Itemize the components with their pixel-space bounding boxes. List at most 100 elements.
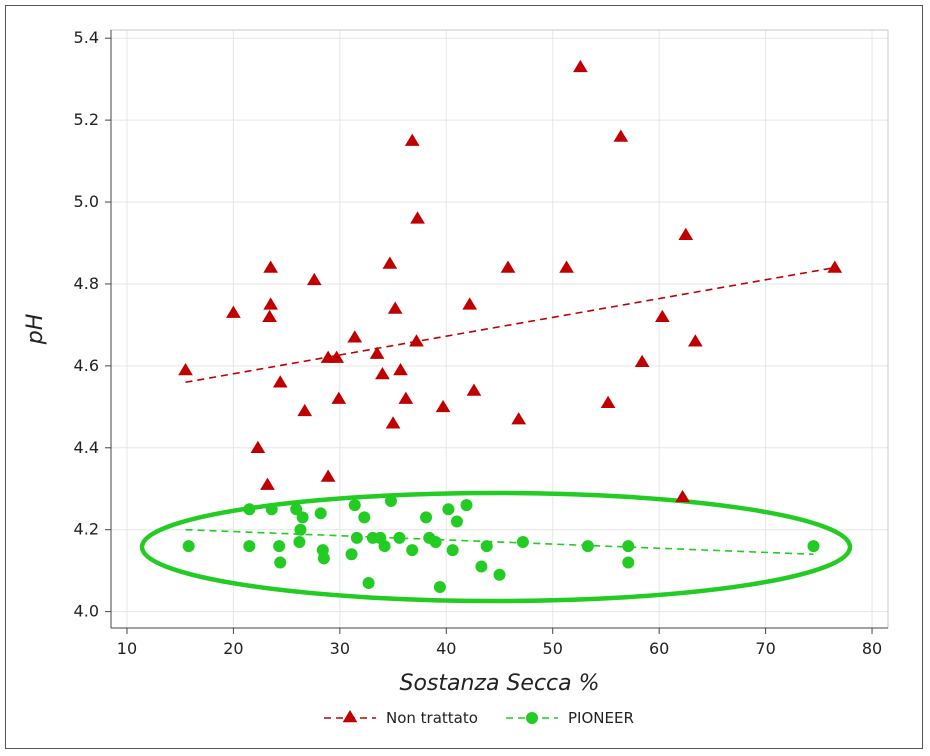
triangle-point-non-trattato — [329, 350, 344, 363]
triangle-point-non-trattato — [382, 256, 398, 269]
grid — [111, 30, 888, 628]
triangle-point-non-trattato — [511, 412, 527, 425]
triangle-point-non-trattato — [827, 260, 843, 273]
triangle-point-non-trattato — [600, 395, 616, 408]
circle-point-pioneer — [182, 540, 195, 553]
circle-point-pioneer — [480, 540, 493, 553]
circle-point-pioneer — [293, 535, 306, 548]
circle-point-pioneer — [807, 540, 820, 553]
triangle-point-non-trattato — [347, 330, 363, 343]
triangle-point-non-trattato — [634, 354, 650, 368]
x-tick-label: 60 — [649, 639, 669, 658]
triangle-point-non-trattato — [678, 227, 694, 241]
triangle-point-non-trattato — [613, 129, 629, 142]
triangle-point-non-trattato — [675, 489, 690, 503]
legend-marker-pioneer — [526, 712, 538, 724]
triangle-point-non-trattato — [466, 383, 482, 396]
triangle-point-non-trattato — [573, 59, 588, 73]
triangle-point-non-trattato — [320, 469, 336, 482]
triangle-point-non-trattato — [250, 440, 266, 454]
x-tick-label: 20 — [223, 639, 243, 658]
y-tick-label: 4.8 — [74, 274, 99, 293]
circle-point-pioneer — [433, 581, 446, 594]
triangle-point-non-trattato — [500, 260, 516, 273]
scatter-chart: 10 20 30 40 50 60 70 80 4.0 4.2 4.4 4.6 4.8 5.0 5.2 5.4… — [23, 28, 889, 727]
x-axis-title: Sostanza Secca % — [399, 671, 599, 696]
trend-line-pioneer — [185, 528, 814, 556]
circle-point-pioneer — [358, 511, 371, 524]
triangle-point-non-trattato — [385, 416, 401, 429]
trend-line-non-trattato — [185, 266, 835, 384]
triangle-point-non-trattato — [398, 391, 414, 404]
circle-point-pioneer — [460, 499, 473, 512]
circle-point-pioneer — [350, 531, 363, 544]
circle-point-pioneer — [243, 540, 256, 553]
circle-point-pioneer — [243, 503, 256, 516]
y-tick-label: 4.0 — [74, 602, 99, 621]
circle-point-pioneer — [294, 523, 307, 536]
triangle-point-non-trattato — [655, 309, 670, 322]
triangle-point-non-trattato — [462, 297, 478, 310]
y-tick-label: 4.2 — [74, 520, 99, 539]
circle-point-pioneer — [429, 535, 442, 548]
triangle-point-non-trattato — [369, 346, 385, 359]
triangle-point-non-trattato — [297, 403, 313, 417]
y-tick-label: 4.4 — [74, 438, 99, 457]
triangle-point-non-trattato — [410, 211, 425, 224]
pioneer-highlight-ellipse — [139, 490, 853, 604]
circle-point-pioneer — [420, 511, 433, 524]
circle-point-pioneer — [450, 515, 463, 528]
circle-point-pioneer — [475, 560, 488, 573]
x-tick-label: 70 — [755, 639, 775, 658]
triangle-point-non-trattato — [393, 362, 408, 376]
legend-label-pioneer: PIONEER — [568, 709, 634, 727]
x-tick-label: 40 — [436, 639, 456, 658]
circle-point-pioneer — [265, 503, 278, 516]
triangle-point-non-trattato — [263, 297, 279, 310]
triangle-point-non-trattato — [387, 301, 403, 314]
chart-frame: 10 20 30 40 50 60 70 80 4.0 4.2 4.4 4.6 4.8 5.0 5.2 5.4… — [5, 5, 923, 749]
triangle-point-non-trattato — [260, 477, 275, 490]
triangle-point-non-trattato — [263, 260, 279, 273]
circle-point-pioneer — [290, 503, 303, 516]
circle-point-pioneer — [393, 531, 406, 544]
data-points — [178, 59, 843, 594]
y-axis-title: pH — [23, 314, 48, 346]
circle-point-pioneer — [384, 495, 397, 508]
triangle-point-non-trattato — [262, 309, 277, 322]
triangle-point-non-trattato — [331, 391, 347, 404]
legend: Non trattato PIONEER — [324, 709, 634, 727]
circle-point-pioneer — [581, 540, 594, 553]
triangle-point-non-trattato — [559, 260, 574, 273]
x-tick-label: 30 — [330, 639, 350, 658]
circle-point-pioneer — [378, 540, 391, 553]
triangle-point-non-trattato — [272, 375, 288, 388]
trend-lines — [185, 266, 835, 556]
y-tick-label: 4.6 — [74, 356, 99, 375]
triangle-point-non-trattato — [687, 334, 703, 347]
triangle-point-non-trattato — [178, 362, 193, 376]
x-tick-label: 50 — [543, 639, 563, 658]
triangle-point-non-trattato — [306, 272, 322, 286]
triangle-point-non-trattato — [435, 399, 451, 413]
circle-point-pioneer — [406, 544, 419, 557]
circle-point-pioneer — [622, 556, 635, 569]
circle-point-pioneer — [273, 540, 286, 553]
circle-point-pioneer — [274, 556, 287, 569]
circle-point-pioneer — [622, 540, 635, 553]
circle-point-pioneer — [296, 511, 309, 524]
triangle-point-non-trattato — [375, 367, 390, 380]
axes: 10 20 30 40 50 60 70 80 4.0 4.2 4.4 4.6 4.8 5.0 5.2 5.4 — [74, 28, 888, 658]
legend-marker-non-trattato — [342, 710, 358, 723]
highlight-ellipse — [139, 490, 853, 604]
legend-label-non-trattato: Non trattato — [386, 709, 478, 727]
triangle-point-non-trattato — [409, 334, 424, 347]
triangle-point-non-trattato — [226, 305, 241, 318]
y-tick-label: 5.0 — [74, 192, 99, 211]
circle-point-pioneer — [516, 535, 529, 548]
circle-point-pioneer — [362, 576, 375, 589]
circle-point-pioneer — [314, 507, 327, 520]
circle-point-pioneer — [442, 503, 455, 516]
x-tick-label: 10 — [117, 639, 137, 658]
circle-point-pioneer — [345, 548, 358, 561]
